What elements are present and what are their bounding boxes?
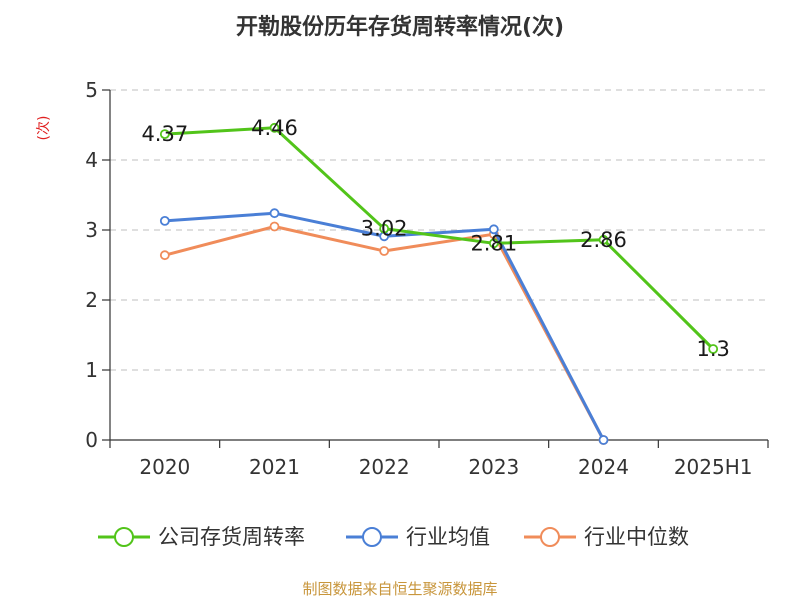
data-point[interactable] [159,250,170,261]
data-point[interactable] [379,246,390,256]
data-point[interactable] [488,224,499,235]
chart-title: 开勒股份历年存货周转率情况(次) [236,14,564,40]
data-label: 1.3 [696,337,729,361]
data-label: 2.81 [470,231,517,255]
legend-label: 行业中位数 [584,525,689,549]
x-tick-label: 2023 [468,455,519,479]
data-label: 4.37 [141,122,188,146]
x-tick-label: 2025H1 [674,455,753,479]
x-tick-label: 2022 [359,455,410,479]
data-point[interactable] [708,344,719,354]
series-line-2 [164,225,605,441]
x-tick-label: 2024 [578,455,629,479]
legend-item-0[interactable]: 公司存货周转率 [98,525,305,549]
data-labels: 4.37 4.46 3.02 2.81 2.86 1.3 [141,116,729,361]
y-tick-label: 2 [85,288,98,312]
x-tick-label: 2020 [139,455,190,479]
x-tick-label: 2021 [249,455,300,479]
y-tick-label: 0 [85,428,98,452]
series [159,122,719,445]
data-point[interactable] [598,435,609,445]
legend-swatch-marker [114,527,134,547]
legend-label: 行业均值 [406,525,490,549]
legend[interactable]: 公司存货周转率 行业均值 行业中位数 [98,525,689,549]
data-point[interactable] [598,234,609,245]
data-label: 4.46 [251,116,298,140]
data-point[interactable] [269,208,280,219]
series-line-0 [164,126,715,351]
y-tick-label: 3 [85,218,98,242]
y-tick-label: 4 [85,148,98,172]
legend-label: 公司存货周转率 [158,525,305,549]
axes: 0 1 2 3 4 5 2020 2021 2022 2023 2024 2025H1 [85,78,769,479]
y-tick-label: 1 [85,358,98,382]
data-point[interactable] [159,215,170,226]
data-point[interactable] [159,129,170,140]
legend-item-1[interactable]: 行业均值 [346,525,490,549]
legend-swatch-marker [540,527,560,547]
data-label: 2.86 [580,228,627,252]
legend-swatch-marker [362,527,382,547]
data-label: 3.02 [361,217,408,241]
legend-item-2[interactable]: 行业中位数 [524,525,689,549]
data-point[interactable] [379,223,390,234]
data-point[interactable] [269,221,280,232]
data-point[interactable] [269,122,280,133]
data-point[interactable] [488,238,499,249]
y-axis-label: (次) [36,116,52,141]
source-note: 制图数据来自恒生聚源数据库 [302,580,497,598]
y-tick-label: 5 [85,78,98,102]
